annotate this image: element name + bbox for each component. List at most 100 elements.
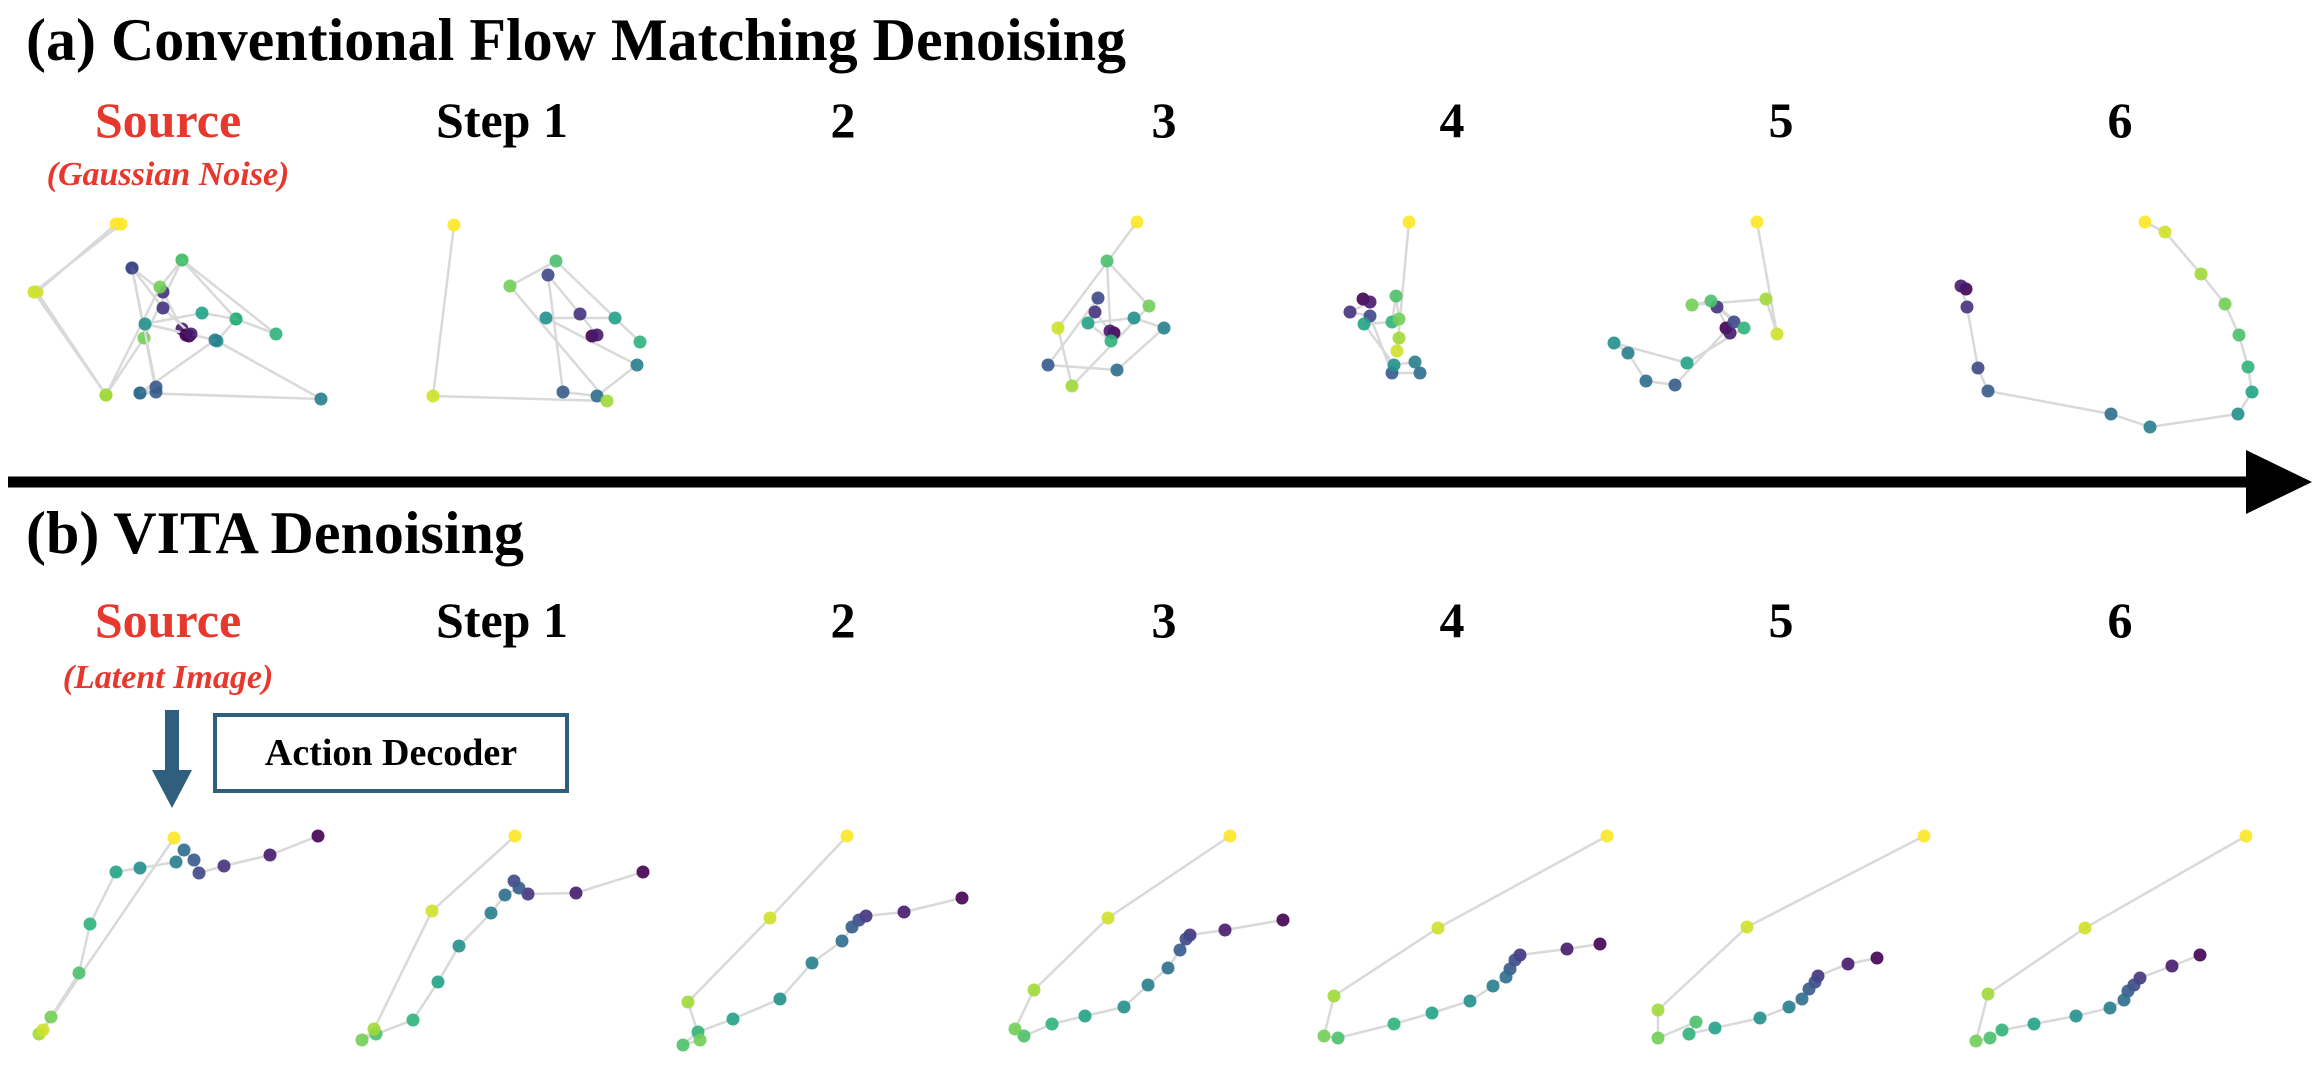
panel-b-source-sublabel: (Latent Image) <box>62 659 274 696</box>
conventional-step-5-point <box>1723 326 1737 340</box>
conventional-step-5-point <box>1770 327 1784 341</box>
conventional-step-4-point <box>1390 344 1404 358</box>
conventional-step-6-plot <box>1954 215 2259 434</box>
conventional-step-5-point <box>1680 356 1694 370</box>
vita-step-3-point <box>1045 1017 1059 1031</box>
vita-step-4-point <box>1387 1017 1401 1031</box>
conventional-step-2-point <box>539 311 553 325</box>
vita-step-2-point <box>955 891 969 905</box>
vita-step-3-point <box>1008 1022 1022 1036</box>
vita-step-4-point <box>1317 1029 1331 1043</box>
vita-step-5-point <box>1841 957 1855 971</box>
conventional-step-5-point <box>1668 378 1682 392</box>
conventional-step-1-point <box>208 333 222 347</box>
vita-step-1-point <box>431 975 445 989</box>
source-latent-point <box>133 861 147 875</box>
vita-step-3-point <box>1027 983 1041 997</box>
action-decoder-label: Action Decoder <box>264 732 518 774</box>
conventional-step-6-point <box>2218 297 2232 311</box>
conventional-step-1-point <box>156 301 170 315</box>
action-decoder-box: Action Decoder <box>213 713 569 793</box>
conventional-step-4-point <box>1413 366 1427 380</box>
source-latent-point <box>263 848 277 862</box>
vita-step-1-point <box>425 904 439 918</box>
conventional-step-2-point <box>549 254 563 268</box>
conventional-step-2-plot <box>426 218 647 408</box>
conventional-step-1-point <box>175 253 189 267</box>
conventional-step-2-point <box>590 389 604 403</box>
conventional-step-1-point <box>138 317 152 331</box>
source-latent-point <box>83 917 97 931</box>
conventional-step-3-point <box>1127 311 1141 325</box>
panel-a-step-label: 6 <box>2107 92 2133 148</box>
vita-step-1-point <box>355 1033 369 1047</box>
conventional-step-6-point <box>2194 267 2208 281</box>
conventional-step-2-point <box>503 279 517 293</box>
vita-step-4-point <box>1600 829 1614 843</box>
conventional-step-4-point <box>1402 215 1416 229</box>
conventional-step-4-point <box>1392 331 1406 345</box>
vita-step-4-point <box>1463 994 1477 1008</box>
conventional-step-3-point <box>1100 254 1114 268</box>
panel-a-step-label: 2 <box>830 92 856 148</box>
vita-step-2-point <box>897 905 911 919</box>
conventional-step-3-plot <box>1041 215 1171 393</box>
vita-step-1-point <box>512 881 526 895</box>
conventional-step-4-point <box>1363 295 1377 309</box>
vita-step-6-point <box>2027 1017 2041 1031</box>
vita-step-3-point <box>1078 1009 1092 1023</box>
conventional-step-2-point <box>426 389 440 403</box>
conventional-step-3-point <box>1142 299 1156 313</box>
conventional-step-6-point <box>1981 384 1995 398</box>
conventional-step-4-point <box>1387 358 1401 372</box>
conventional-step-2-point <box>608 311 622 325</box>
conventional-step-5-point <box>1759 292 1773 306</box>
panel-a-step-label: 3 <box>1151 92 1177 148</box>
vita-step-4-point <box>1499 970 1513 984</box>
conventional-step-1-point <box>27 285 41 299</box>
decoder-down-arrow-head <box>152 770 192 808</box>
conventional-step-3-point <box>1157 321 1171 335</box>
conventional-step-3-point <box>1088 305 1102 319</box>
vita-step-2-point <box>845 920 859 934</box>
source-latent-point <box>217 859 231 873</box>
vita-step-5-point <box>1795 992 1809 1006</box>
vita-step-6-point <box>2239 829 2253 843</box>
panel-b-step-label: Step 1 <box>436 592 568 648</box>
vita-step-6-point <box>1983 1031 1997 1045</box>
source-latent-point <box>72 966 86 980</box>
conventional-step-1-point <box>153 280 167 294</box>
vita-step-2-point <box>763 911 777 925</box>
vita-step-6-point <box>2078 921 2092 935</box>
decoder-down-arrow-shaft <box>165 710 179 772</box>
conventional-step-1-point <box>125 261 139 275</box>
vita-step-1-point <box>636 865 650 879</box>
panel-a-step-label: 5 <box>1768 92 1794 148</box>
vita-step-3-point <box>1276 913 1290 927</box>
vita-step-4-point <box>1431 921 1445 935</box>
source-latent-point <box>311 829 325 843</box>
vita-step-4-point <box>1425 1006 1439 1020</box>
conventional-step-2-point <box>573 307 587 321</box>
vita-step-2-point <box>835 934 849 948</box>
vita-step-5-point <box>1802 982 1816 996</box>
conventional-step-4-point <box>1408 355 1422 369</box>
conventional-step-6-point <box>2138 215 2152 229</box>
panel-b-step-label: 6 <box>2107 592 2133 648</box>
conventional-step-6-point <box>1960 300 1974 314</box>
conventional-step-1-plot <box>27 217 243 402</box>
conventional-step-6-point <box>2231 407 2245 421</box>
panel-a-step-label: Step 1 <box>436 92 568 148</box>
vita-step-2-point <box>773 992 787 1006</box>
vita-step-3-path-line <box>1013 834 1284 1038</box>
conventional-step-6-point <box>2232 328 2246 342</box>
vita-step-2-point <box>840 829 854 843</box>
conventional-step-1-point <box>99 388 113 402</box>
conventional-step-2-point <box>447 218 461 232</box>
panel-b-step-label: 5 <box>1768 592 1794 648</box>
vita-trajectories <box>32 829 2253 1052</box>
conventional-step-1-point <box>114 217 128 231</box>
vita-step-6-point <box>2165 959 2179 973</box>
conventional-step-1-point <box>133 386 147 400</box>
vita-step-1-point <box>484 906 498 920</box>
